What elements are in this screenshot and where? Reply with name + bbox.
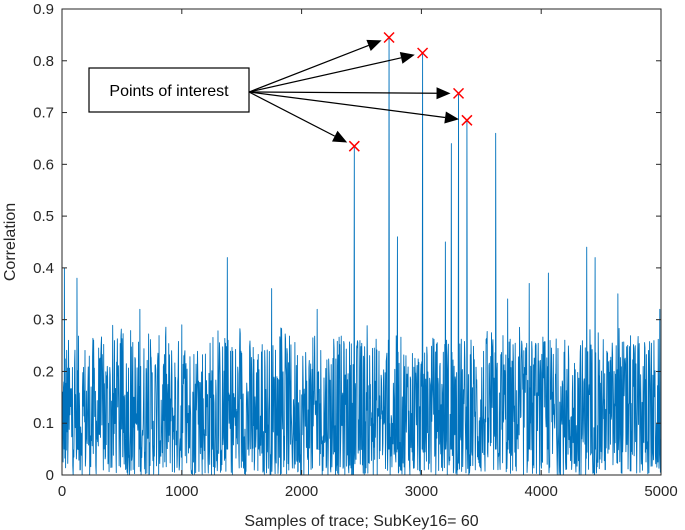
y-tick-label: 0.2 [33,363,54,380]
y-tick-label: 0.3 [33,312,54,329]
y-tick-label: 0.8 [33,53,54,70]
annotation-arrow-line [248,91,336,137]
y-tick-label: 0 [46,467,54,484]
x-tick-label: 2000 [285,483,318,500]
poi-marker [453,87,465,99]
annotation-arrow-line [248,57,402,93]
plot-frame [61,8,662,476]
annotation-arrow-head [366,39,382,52]
y-tick-label: 0.5 [33,208,54,225]
trace-layer [61,37,662,476]
x-tick-label: 0 [58,483,66,500]
annotation-box [88,67,250,113]
y-tick-label: 0.7 [33,105,54,122]
poi-marker [461,114,473,126]
annotation-arrow-line [248,91,446,119]
annotation-arrow-head [444,111,459,124]
y-tick-label: 0.9 [33,1,54,18]
y-axis: 0 0.1 0.2 0.3 0.4 0.5 0.6 0.7 0.8 0.9 [33,1,661,484]
x-tick-label: 3000 [405,483,438,500]
annotation-arrow-line [248,91,437,94]
y-tick-label: 0.4 [33,260,54,277]
x-axis: 0 1000 2000 3000 4000 5000 [58,9,678,500]
annotation-arrow-head [399,51,415,64]
x-tick-label: 1000 [165,483,198,500]
annotation-arrow-line [248,44,369,93]
annotation-arrow-head [332,130,348,143]
poi-marker [383,31,395,44]
poi-marker [348,140,360,152]
correlation-trace-line [61,37,662,476]
annotation-arrow-head [436,87,451,100]
y-axis-label: Correlation [2,203,19,281]
x-tick-label: 5000 [644,483,677,500]
x-axis-label: Samples of trace; SubKey16= 60 [244,513,478,530]
y-tick-label: 0.6 [33,156,54,173]
poi-marker-layer [348,31,473,152]
annotation-text: Points of interest [109,83,229,100]
annotation-arrow-layer [248,39,459,143]
x-tick-label: 4000 [525,483,558,500]
y-tick-label: 0.1 [33,415,54,432]
poi-marker [417,47,429,59]
